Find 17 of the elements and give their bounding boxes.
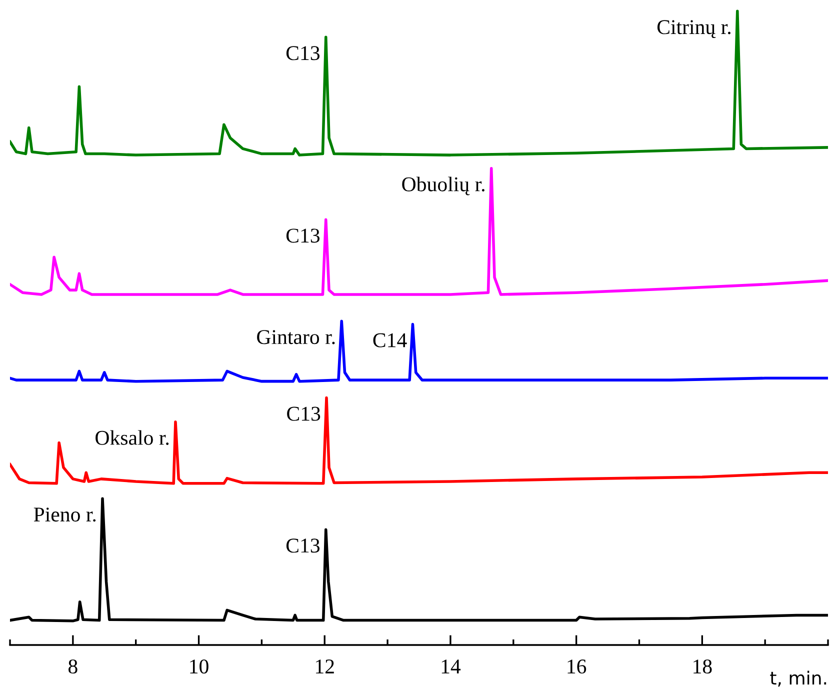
annotation: Pieno r. [34, 508, 96, 522]
x-axis-title: t, min. [770, 670, 826, 687]
x-tick-label: 18 [694, 659, 712, 674]
annotation: Obuolių r. [402, 176, 484, 196]
x-tick-label: 10 [190, 659, 208, 674]
annotation: C13 [286, 46, 320, 60]
annotation: Oksalo r. [96, 430, 169, 445]
annotation: C13 [286, 538, 320, 553]
annotation: C13 [287, 406, 320, 421]
x-tick-label: 16 [568, 660, 586, 674]
annotation: Citrinų r. [657, 20, 730, 38]
x-tick-label: 14 [442, 660, 461, 674]
annotation: C14 [373, 333, 407, 348]
x-tick-label: 12 [316, 660, 334, 674]
annotation: C13 [286, 228, 320, 243]
annotation: Gintaro r. [257, 330, 335, 344]
x-tick-label: 8 [68, 659, 78, 674]
